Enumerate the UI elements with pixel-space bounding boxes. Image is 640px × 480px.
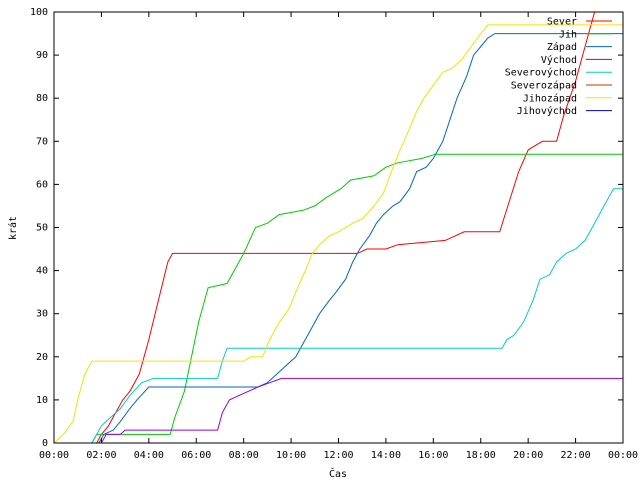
y-tick-label: 20 (36, 352, 48, 363)
legend-label-2: Jih (559, 29, 577, 40)
x-tick-label: 16:00 (418, 450, 448, 461)
series-line-7 (53, 24, 623, 444)
x-tick-label: 06:00 (181, 450, 211, 461)
axes-layer: 0 10 20 30 40 50 60 70 80 90 100 00:00 02:00 04:00 06:… (30, 7, 638, 461)
y-tick-label: 80 (36, 93, 48, 104)
x-tick-label: 08:00 (229, 450, 259, 461)
y-tick-label: 40 (36, 266, 48, 277)
x-tick-label: 04:00 (134, 450, 164, 461)
series-line-2 (91, 153, 623, 444)
series-line-4 (100, 377, 623, 444)
y-tick-label: 10 (36, 395, 48, 406)
y-tick-label: 30 (36, 309, 48, 320)
legend-label-3: Západ (547, 41, 577, 53)
x-tick-label: 20:00 (513, 450, 543, 461)
x-tick-label: 00:00 (39, 450, 69, 461)
x-tick-label: 10:00 (276, 450, 306, 461)
y-tick-label: 50 (36, 223, 48, 234)
x-tick-label: 12:00 (323, 450, 353, 461)
legend-label-4: Východ (541, 54, 577, 66)
y-axis-label: krát (7, 216, 19, 240)
y-tick-label: 90 (36, 50, 48, 61)
x-tick-label: 22:00 (561, 450, 591, 461)
legend-label-7: Jihozápad (523, 92, 577, 104)
y-tick-label: 0 (42, 438, 48, 449)
x-tick-label: 18:00 (466, 450, 496, 461)
y-tick-label: 100 (30, 7, 48, 18)
y-tick-label: 60 (36, 179, 48, 190)
legend-label-1: Sever (547, 17, 577, 28)
series-layer (53, 11, 623, 444)
legend: SeverJihZápadVýchodSeverovýchodSeverozáp… (505, 17, 612, 117)
series-line-1 (96, 11, 596, 444)
x-axis-label: Čas (329, 467, 347, 480)
legend-label-6: Severozápad (511, 80, 577, 92)
x-tick-label: 14:00 (371, 450, 401, 461)
legend-label-5: Severovýchod (505, 67, 577, 79)
x-tick-label: 02:00 (86, 450, 116, 461)
legend-label-8: Jihovýchod (517, 105, 577, 117)
y-tick-label: 70 (36, 136, 48, 147)
series-line-3 (98, 33, 623, 444)
x-tick-label: 00:00 (608, 450, 638, 461)
series-line-5 (91, 188, 623, 444)
